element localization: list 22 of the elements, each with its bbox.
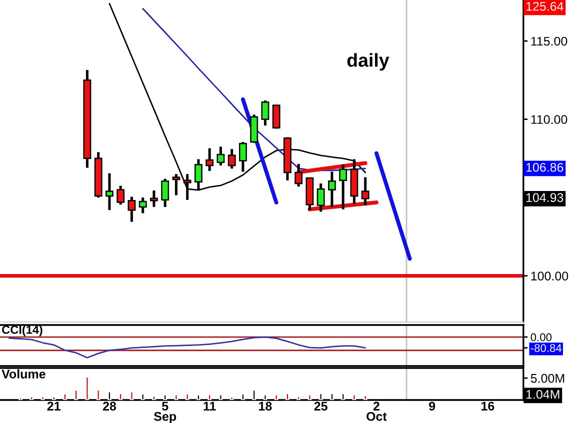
y-tick-label: 5.00M [530,374,564,383]
x-tick-label: 5 Sep [154,402,176,423]
x-tick-label: 16 [482,402,494,411]
x-tick-label: 11 [204,402,216,410]
x-tick-label: 21 [47,402,60,410]
y-tick-label: 115.00 [531,36,568,46]
x-tick-label: 2 Oct [366,402,387,421]
x-tick-label: 18 [259,402,272,411]
annotation: 104.93 [526,193,564,202]
annotation: 106.86 [526,162,564,172]
chart-title: CCI(14) [2,325,42,336]
x-tick-label: 9 [429,402,436,411]
x-tick-label: 25 [314,402,328,411]
annotation: 1.04M [526,390,560,399]
text: 125.64 [526,2,564,11]
text: daily [347,53,390,71]
x-tick-label: 28 [102,402,116,411]
chart-title: Volume [2,369,46,378]
y-tick-label: 110.00 [531,115,568,124]
y-tick-label: 100.00 [531,272,568,280]
y-tick-label: -80.84 [530,344,562,352]
y-tick-label: 0.00 [530,333,552,342]
